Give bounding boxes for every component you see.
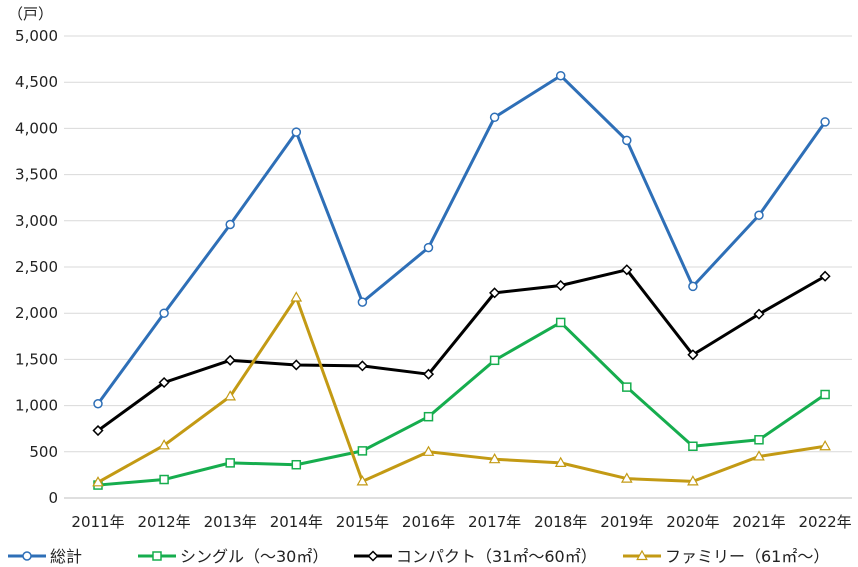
data-point-compact	[489, 287, 501, 299]
data-point-family	[819, 440, 831, 451]
legend-label-family: ファミリー（61㎡～）	[665, 547, 829, 566]
data-point-single	[754, 435, 764, 445]
legend-marker-total	[22, 551, 32, 561]
data-point-compact	[687, 349, 699, 361]
data-point-single	[423, 411, 434, 422]
data-point-single	[159, 474, 169, 485]
data-point-family	[687, 475, 699, 486]
series-group	[92, 70, 831, 490]
y-tick-label: 3,500	[15, 166, 58, 184]
data-point-compact	[422, 368, 435, 380]
legend-label-compact: コンパクト（31㎡～60㎡）	[396, 547, 597, 566]
x-axis-ticks: 2011年 2012年 2013年 2014年 2015年 2016年 2017年 2018年…	[71, 513, 851, 531]
legend: 総計 シングル（～30㎡） コンパクト（31㎡～60㎡） ファミリー（61㎡～）	[8, 547, 829, 566]
legend-marker-family	[636, 549, 648, 561]
data-point-compact	[621, 264, 633, 276]
series-line-total	[96, 74, 827, 406]
x-tick-label: 2011年	[71, 513, 124, 531]
data-point-family	[356, 475, 369, 486]
data-point-single	[688, 441, 698, 452]
y-tick-label: 1,000	[15, 397, 58, 415]
y-tick-label: 4,500	[15, 73, 58, 91]
y-tick-label: 4,000	[15, 119, 58, 137]
x-tick-label: 2018年	[534, 513, 587, 531]
y-tick-label: 500	[29, 443, 58, 461]
x-tick-label: 2020年	[666, 513, 719, 531]
x-tick-label: 2019年	[600, 513, 653, 531]
data-point-compact	[224, 354, 236, 366]
x-tick-label: 2021年	[732, 513, 785, 531]
data-point-total	[225, 219, 235, 230]
legend-label-total: 総計	[50, 547, 82, 566]
gridlines	[64, 35, 852, 499]
data-point-single	[225, 458, 235, 468]
series-line-single	[96, 320, 827, 487]
data-point-total	[754, 210, 764, 221]
data-point-family	[620, 472, 633, 483]
data-point-total	[555, 70, 566, 81]
data-point-total	[291, 127, 302, 137]
legend-label-single: シングル（～30㎡）	[180, 547, 328, 566]
x-tick-label: 2013年	[204, 513, 257, 531]
y-tick-label: 0	[48, 489, 58, 507]
data-point-total	[688, 281, 698, 292]
y-axis-ticks: 0 500 1,000 1,500 2,000 2,500 3,000 3,500 4,000 4…	[15, 27, 58, 507]
data-point-total	[159, 308, 169, 318]
data-point-family	[158, 439, 170, 450]
series-line-compact	[96, 268, 827, 433]
data-point-family	[753, 450, 765, 461]
data-point-total	[489, 112, 500, 123]
y-tick-label: 3,000	[15, 212, 58, 230]
data-point-family	[92, 476, 104, 487]
y-tick-label: 1,500	[15, 350, 58, 368]
data-point-total	[423, 242, 434, 253]
data-point-single	[622, 382, 632, 392]
data-point-total	[93, 399, 103, 409]
y-tick-label: 2,000	[15, 304, 58, 322]
data-point-total	[820, 117, 830, 127]
data-point-compact	[753, 308, 765, 320]
data-point-compact	[819, 270, 831, 282]
data-point-compact	[290, 359, 302, 371]
x-tick-label: 2017年	[468, 513, 521, 531]
legend-marker-compact	[367, 550, 379, 562]
data-point-compact	[92, 424, 104, 437]
data-point-total	[622, 135, 632, 146]
y-tick-label: 2,500	[15, 258, 58, 276]
data-point-family	[290, 291, 303, 302]
data-point-single	[555, 317, 566, 328]
x-tick-label: 2016年	[402, 513, 455, 531]
legend-marker-single	[152, 551, 162, 561]
data-point-single	[820, 389, 830, 400]
data-point-family	[488, 452, 501, 464]
data-point-family	[224, 390, 237, 401]
data-point-compact	[555, 279, 567, 292]
data-point-single	[489, 355, 500, 366]
data-point-compact	[158, 376, 170, 389]
data-point-family	[422, 445, 435, 456]
x-tick-label: 2015年	[336, 513, 389, 531]
data-point-single	[291, 459, 302, 470]
x-tick-label: 2014年	[270, 513, 323, 531]
y-tick-label: 5,000	[15, 27, 58, 45]
y-axis-unit-label: （戸）	[8, 5, 53, 23]
data-point-compact	[356, 360, 368, 372]
x-tick-label: 2012年	[138, 513, 191, 531]
data-point-total	[357, 297, 368, 307]
data-point-single	[357, 446, 368, 456]
x-tick-label: 2022年	[799, 513, 852, 531]
data-point-family	[554, 456, 567, 467]
series-line-family	[96, 295, 827, 484]
